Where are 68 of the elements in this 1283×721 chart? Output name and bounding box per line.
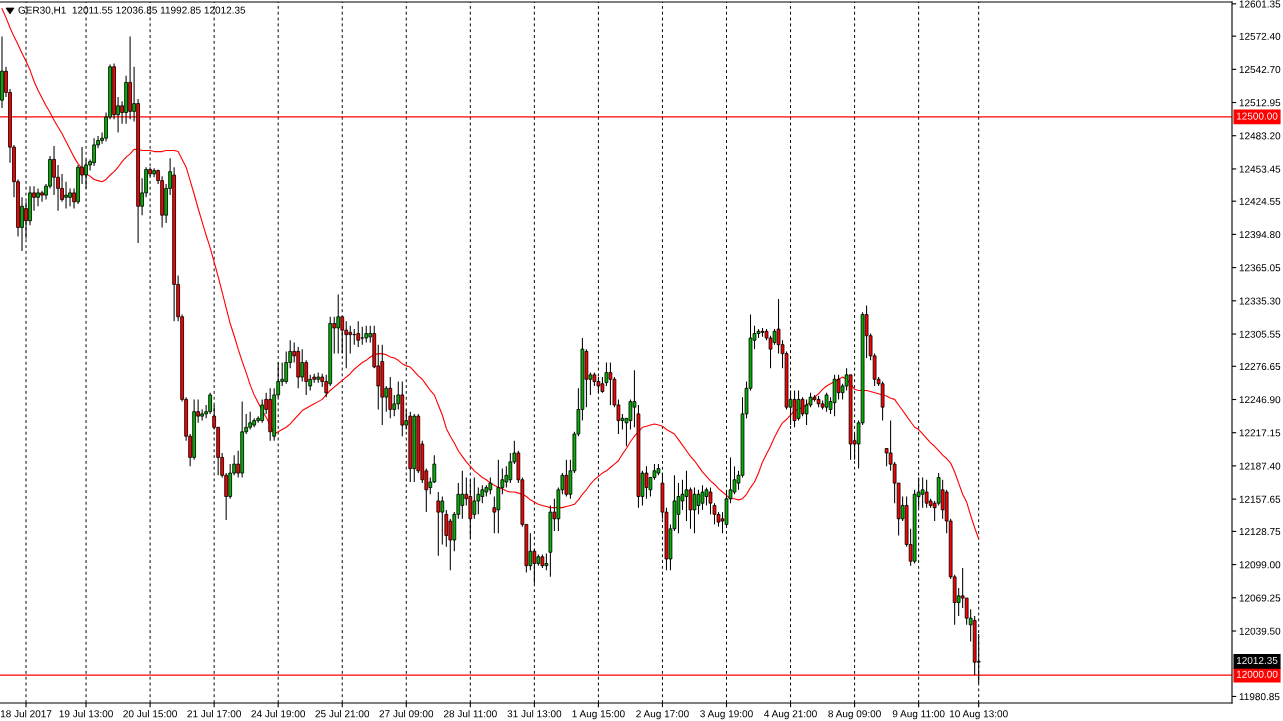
x-tick-label: 21 Jul 17:00 bbox=[187, 709, 241, 718]
candlestick bbox=[692, 487, 697, 534]
chart-title: GER30,H1 12011.55 12036.85 11992.85 12012.35 bbox=[18, 6, 246, 15]
candlestick bbox=[836, 374, 841, 400]
y-tick-label: 12601.35 bbox=[1239, 0, 1281, 8]
candlestick bbox=[436, 491, 441, 557]
candlestick bbox=[300, 348, 305, 383]
y-tick-label: 12128.75 bbox=[1239, 528, 1281, 536]
candlestick bbox=[36, 187, 40, 207]
x-tick-label: 19 Jul 13:00 bbox=[59, 709, 113, 718]
candlestick bbox=[472, 477, 477, 520]
candlestick bbox=[880, 381, 885, 422]
y-tick-label: 12572.40 bbox=[1239, 32, 1281, 40]
x-tick-label: 1 Aug 15:00 bbox=[572, 710, 625, 720]
y-tick-label: 12276.65 bbox=[1239, 362, 1281, 371]
x-tick-label: 27 Jul 09:00 bbox=[379, 709, 434, 718]
y-tick-label: 12453.45 bbox=[1239, 165, 1281, 173]
candlestick bbox=[388, 376, 393, 419]
candlestick bbox=[64, 181, 68, 210]
y-tick-label: 12069.25 bbox=[1239, 594, 1281, 602]
candlestick bbox=[440, 495, 445, 546]
y-tick-label: 12483.20 bbox=[1239, 132, 1281, 140]
candlestick bbox=[260, 398, 265, 424]
y-tick-label: 12246.90 bbox=[1239, 396, 1281, 404]
ref-line-label: 12500.00 bbox=[1236, 112, 1278, 120]
y-tick-label: 11980.85 bbox=[1239, 693, 1280, 701]
candlestick bbox=[644, 465, 649, 500]
x-tick-label: 25 Jul 21:00 bbox=[315, 709, 370, 718]
x-tick-label: 28 Jul 11:00 bbox=[443, 709, 497, 718]
text: 12012.35 bbox=[1236, 656, 1278, 664]
y-tick-label: 12335.30 bbox=[1239, 297, 1281, 305]
y-tick-label: 12424.55 bbox=[1239, 197, 1281, 205]
y-tick-label: 12542.70 bbox=[1239, 65, 1281, 74]
candlestick bbox=[92, 137, 96, 167]
y-tick-label: 12217.15 bbox=[1239, 429, 1281, 437]
candlestick bbox=[496, 459, 501, 534]
y-tick-label: 12187.40 bbox=[1239, 462, 1281, 470]
candlestick bbox=[564, 459, 569, 498]
x-tick-label: 9 Aug 11:00 bbox=[892, 710, 945, 720]
x-tick-label: 3 Aug 19:00 bbox=[700, 710, 753, 720]
x-tick-label: 8 Aug 09:00 bbox=[828, 710, 881, 720]
candlestick bbox=[284, 350, 289, 385]
candlestick bbox=[200, 408, 204, 422]
candlestick bbox=[508, 452, 513, 484]
x-tick-label: 24 Jul 19:00 bbox=[251, 709, 306, 718]
candlestick bbox=[336, 293, 341, 355]
x-tick-label: 31 Jul 13:00 bbox=[507, 709, 562, 718]
candlestick bbox=[696, 489, 701, 515]
candlestick bbox=[40, 190, 44, 203]
y-tick-label: 12512.95 bbox=[1239, 99, 1281, 107]
candlestick bbox=[684, 470, 689, 522]
y-tick-label: 12039.50 bbox=[1239, 627, 1281, 635]
x-tick-label: 18 Jul 2017 bbox=[0, 709, 52, 718]
y-tick-label: 12365.05 bbox=[1239, 264, 1281, 272]
candlestick bbox=[460, 470, 465, 520]
x-tick-label: 20 Jul 15:00 bbox=[123, 709, 177, 718]
ref-line-label: 12000.00 bbox=[1236, 670, 1278, 678]
x-tick-label: 4 Aug 21:00 bbox=[764, 710, 817, 720]
y-tick-label: 12305.55 bbox=[1239, 330, 1281, 338]
y-tick-label: 12157.65 bbox=[1239, 495, 1281, 503]
x-tick-label: 10 Aug 13:00 bbox=[949, 710, 1008, 720]
candlestick bbox=[344, 320, 349, 369]
candlestick bbox=[348, 325, 353, 355]
x-tick-label: 2 Aug 17:00 bbox=[636, 710, 689, 720]
candlestick bbox=[924, 479, 929, 509]
y-tick-label: 12099.00 bbox=[1239, 561, 1281, 569]
candlestick bbox=[796, 389, 801, 422]
y-tick-label: 12394.80 bbox=[1239, 231, 1281, 239]
